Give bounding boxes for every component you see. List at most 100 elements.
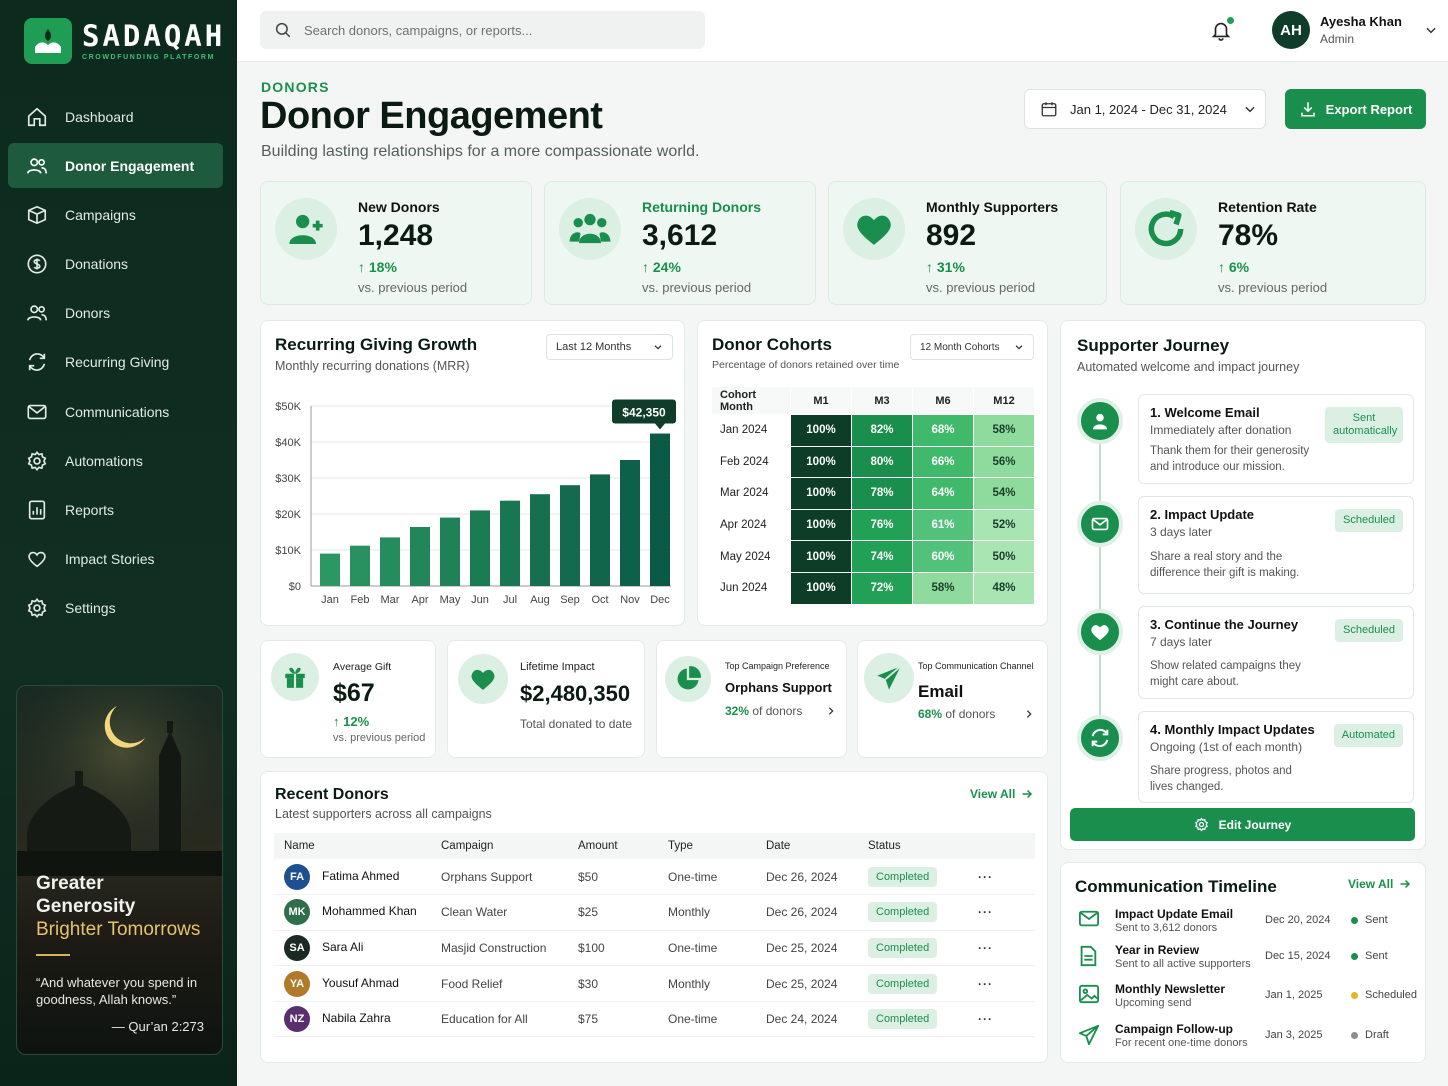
promo-title-line: Greater bbox=[36, 873, 104, 894]
y-tick-label: $30K bbox=[275, 473, 301, 485]
avatar: NZ bbox=[284, 1006, 310, 1033]
step-time: Immediately after donation bbox=[1150, 423, 1292, 437]
stat-card-monthly-supporters: Monthly Supporters 892 ↑ 31% vs. previou… bbox=[828, 181, 1107, 305]
range-select[interactable]: Last 12 Months bbox=[546, 334, 673, 360]
more-actions-icon[interactable]: ··· bbox=[978, 940, 993, 955]
notification-dot bbox=[1227, 17, 1234, 24]
edit-journey-button[interactable]: Edit Journey bbox=[1070, 808, 1415, 841]
logo-tagline: CROWDFUNDING PLATFORM bbox=[82, 54, 216, 61]
step-description: Share a real story and the difference th… bbox=[1150, 551, 1300, 579]
timeline-status: Draft bbox=[1351, 1029, 1389, 1041]
status-label: Scheduled bbox=[1365, 989, 1417, 1001]
cohort-select[interactable]: 12 Month Cohorts bbox=[910, 334, 1034, 360]
promo-card: Greater Generosity Brighter Tomorrows “A… bbox=[16, 685, 223, 1055]
timeline-item[interactable]: Impact Update Email Sent to 3,612 donors D… bbox=[1061, 901, 1426, 941]
cohort-cell: 61% bbox=[913, 509, 973, 541]
sidebar-item-settings[interactable]: Settings bbox=[8, 586, 223, 631]
cohort-month: Mar 2024 bbox=[712, 478, 790, 509]
top-channel-card[interactable]: Top Communication Channel Email 68% of d… bbox=[857, 640, 1048, 758]
journey-step[interactable]: 2. Impact Update 3 days later Share a re… bbox=[1138, 496, 1414, 594]
user-icon bbox=[1077, 398, 1123, 444]
sidebar-item-label: Recurring Giving bbox=[65, 354, 170, 371]
user-menu[interactable]: AH Ayesha Khan Admin bbox=[1272, 11, 1438, 49]
image-icon bbox=[1078, 984, 1100, 1007]
stat-value: 3,612 bbox=[642, 219, 718, 252]
cohort-cell: 100% bbox=[791, 572, 851, 604]
journey-step[interactable]: 4. Monthly Impact Updates Ongoing (1st o… bbox=[1138, 711, 1414, 803]
sidebar: SADAQAH CROWDFUNDING PLATFORM Dashboard … bbox=[0, 0, 237, 1086]
search-input[interactable] bbox=[304, 22, 684, 38]
sidebar-item-donations[interactable]: Donations bbox=[8, 242, 223, 287]
arrow-right-icon bbox=[1022, 789, 1033, 799]
card-subtitle: Automated welcome and impact journey bbox=[1077, 360, 1300, 374]
heart-icon bbox=[1077, 609, 1123, 655]
more-actions-icon[interactable]: ··· bbox=[978, 1012, 993, 1027]
mosque-illustration bbox=[17, 686, 222, 876]
view-all-label: View All bbox=[1348, 877, 1394, 891]
more-actions-icon[interactable]: ··· bbox=[978, 976, 993, 991]
x-tick-label: May bbox=[440, 594, 461, 606]
search-bar[interactable] bbox=[260, 11, 705, 49]
table-row[interactable]: MK Mohammed Khan Clean Water $25 Monthly Dec … bbox=[274, 894, 1035, 931]
journey-step[interactable]: 3. Continue the Journey 7 days later Sho… bbox=[1138, 606, 1414, 699]
column-header: Amount bbox=[568, 833, 658, 859]
recent-donors-card: Recent Donors Latest supporters across a… bbox=[260, 771, 1048, 1063]
promo-reference: — Qur’an 2:273 bbox=[111, 1019, 204, 1034]
table-row[interactable]: FA Fatima Ahmed Orphans Support $50 One-time… bbox=[274, 859, 1035, 896]
sidebar-item-donors[interactable]: Donors bbox=[8, 291, 223, 336]
status-label: Sent bbox=[1365, 914, 1388, 926]
date-cell: Dec 25, 2024 bbox=[756, 965, 858, 1002]
export-report-button[interactable]: Export Report bbox=[1285, 89, 1426, 129]
sidebar-item-campaigns[interactable]: Campaigns bbox=[8, 192, 223, 237]
view-all-donors-link[interactable]: View All bbox=[970, 787, 1033, 801]
step-title: 2. Impact Update bbox=[1150, 507, 1255, 522]
cohort-row: Feb 2024 100% 80% 66% 56% bbox=[712, 446, 1034, 478]
top-campaign-card[interactable]: Top Campaign Preference Orphans Support … bbox=[656, 640, 847, 758]
view-all-label: View All bbox=[970, 787, 1016, 801]
cohort-cell: 74% bbox=[852, 541, 912, 572]
stat-label: Returning Donors bbox=[642, 199, 761, 215]
sidebar-item-communications[interactable]: Communications bbox=[8, 389, 223, 434]
timeline-item[interactable]: Campaign Follow-up For recent one-time do… bbox=[1061, 1016, 1426, 1056]
notifications-button[interactable] bbox=[1210, 17, 1234, 45]
document-icon bbox=[1078, 945, 1098, 970]
cohort-cell: 58% bbox=[913, 572, 973, 604]
sidebar-item-reports[interactable]: Reports bbox=[8, 488, 223, 533]
mini-stat-label: Top Communication Channel bbox=[918, 661, 1034, 671]
view-all-timeline-link[interactable]: View All bbox=[1348, 877, 1411, 891]
status-cell: Completed bbox=[858, 965, 968, 1002]
pie-chart-icon bbox=[665, 656, 711, 702]
x-tick-label: Jan bbox=[321, 594, 339, 606]
stat-delta: ↑ 18% bbox=[358, 259, 397, 275]
donor-name: Mohammed Khan bbox=[322, 904, 417, 919]
table-row[interactable]: SA Sara Ali Masjid Construction $100 One-tim… bbox=[274, 930, 1035, 967]
campaign-cell: Masjid Construction bbox=[431, 930, 568, 967]
page-subtitle: Building lasting relationships for a mor… bbox=[261, 143, 700, 160]
date-range-picker[interactable]: Jan 1, 2024 - Dec 31, 2024 bbox=[1024, 89, 1266, 129]
sidebar-item-automations[interactable]: Automations bbox=[8, 438, 223, 483]
sidebar-item-dashboard[interactable]: Dashboard bbox=[8, 94, 223, 139]
sidebar-item-impact-stories[interactable]: Impact Stories bbox=[8, 537, 223, 582]
type-cell: Monthly bbox=[658, 894, 756, 931]
stat-label: New Donors bbox=[358, 199, 440, 215]
sidebar-item-donor-engagement[interactable]: Donor Engagement bbox=[8, 143, 223, 189]
cohort-cell: 68% bbox=[913, 415, 973, 446]
gift-icon bbox=[271, 653, 319, 701]
stat-card-returning-donors: Returning Donors 3,612 ↑ 24% vs. previou… bbox=[544, 181, 816, 305]
more-actions-icon[interactable]: ··· bbox=[978, 869, 993, 884]
sidebar-item-recurring-giving[interactable]: Recurring Giving bbox=[8, 340, 223, 385]
cohort-table: Cohort Month M1 M3 M6 M12 Jan 2024 100% 82… bbox=[711, 386, 1035, 605]
cohort-cell: 54% bbox=[974, 478, 1034, 509]
timeline-item[interactable]: Monthly Newsletter Upcoming send Jan 1, 20… bbox=[1061, 976, 1426, 1016]
box-icon bbox=[27, 205, 47, 225]
campaign-cell: Clean Water bbox=[431, 894, 568, 931]
journey-step[interactable]: 1. Welcome Email Immediately after donat… bbox=[1138, 394, 1414, 484]
timeline-item[interactable]: Year in Review Sent to all active support… bbox=[1061, 937, 1426, 977]
more-actions-icon[interactable]: ··· bbox=[978, 905, 993, 920]
cohort-select-value: 12 Month Cohorts bbox=[920, 341, 1000, 353]
table-row[interactable]: NZ Nabila Zahra Education for All $75 One-ti… bbox=[274, 1001, 1035, 1038]
logo[interactable]: SADAQAH CROWDFUNDING PLATFORM bbox=[24, 18, 225, 64]
stat-comparison: vs. previous period bbox=[358, 280, 468, 295]
column-header: M3 bbox=[852, 387, 912, 414]
table-row[interactable]: YA Yousuf Ahmad Food Relief $30 Monthly Dec 2… bbox=[274, 965, 1035, 1002]
